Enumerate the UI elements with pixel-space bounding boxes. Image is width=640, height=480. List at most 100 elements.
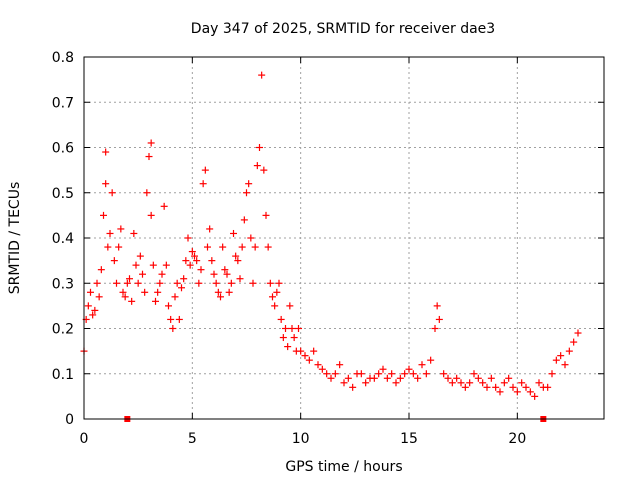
data-point [240,216,248,224]
data-point [284,343,292,351]
data-point [139,270,146,278]
data-point [160,202,168,210]
data-points [80,71,582,400]
data-point [225,288,233,296]
data-point [134,279,142,287]
data-point [264,243,272,251]
data-point [370,374,378,382]
data-point [266,279,274,287]
data-point [310,347,318,355]
data-point [169,325,177,332]
data-point [221,266,229,274]
data-point [405,365,413,373]
y-tick-label: 0.2 [52,322,74,338]
data-point [145,153,153,161]
data-point [290,334,298,342]
data-point [305,356,313,364]
data-point [357,370,365,378]
data-point [526,388,534,396]
data-point [102,148,110,156]
data-point [87,288,94,296]
y-tick-label: 0.3 [52,276,74,292]
data-point [186,261,194,269]
data-point [97,266,105,274]
data-point [130,229,138,237]
data-point [323,370,331,378]
data-point [318,365,326,373]
data-point [141,288,149,296]
data-point [275,279,283,287]
data-point [236,275,244,283]
data-point [182,257,190,265]
data-point [383,374,391,382]
data-point [483,383,491,391]
data-point [167,315,175,323]
data-point [552,356,560,364]
data-point [230,229,237,237]
data-point [238,243,246,251]
data-point [115,243,123,251]
data-point [232,252,240,260]
data-point [199,180,207,188]
data-point [197,266,205,274]
data-point [375,370,383,378]
data-point [574,329,582,337]
data-point [89,311,97,319]
data-point [295,325,302,332]
y-tick-label: 0.6 [52,141,74,157]
data-point [143,189,151,197]
data-point [180,275,188,283]
y-tick-label: 0.1 [52,367,74,383]
data-point [106,229,114,237]
data-point [505,374,513,382]
x-tick-label: 15 [400,431,418,447]
data-point [431,325,439,332]
data-point [95,293,103,301]
data-point [128,297,136,305]
data-point [336,361,344,369]
data-point [561,361,569,369]
data-point [217,293,224,301]
data-point [110,257,118,265]
x-tick-label: 10 [292,431,310,447]
data-point [487,374,495,382]
data-point [457,379,465,387]
data-point [548,370,556,378]
data-point [453,374,461,382]
data-point [565,347,573,355]
data-point [279,334,287,342]
y-tick-label: 0.5 [52,186,74,202]
data-point [243,189,250,197]
data-point [206,225,214,233]
data-point [201,166,209,174]
data-point [158,270,166,278]
data-point [349,383,357,391]
data-point [149,261,157,269]
data-point [152,297,159,305]
data-point [479,379,487,387]
data-point [253,162,261,170]
data-point [227,279,235,287]
x-tick-label: 20 [508,431,526,447]
data-point [422,370,430,378]
data-point [210,270,218,278]
data-point [269,293,276,301]
x-tick-label: 0 [80,431,89,447]
axis-ticks: 0 0.1 0.2 0.3 0.4 0.5 0.6 0.7 0.8 0 5 10 15 20 [52,50,604,447]
data-point [93,279,101,287]
data-point [286,302,294,310]
data-point [204,243,211,251]
data-point [108,189,116,197]
data-point [100,211,107,219]
data-point [570,338,578,346]
data-point [193,257,201,265]
y-tick-label: 0.8 [52,50,74,66]
data-point [440,370,448,378]
data-point [262,211,270,219]
data-point [104,243,112,251]
data-point [401,370,409,378]
data-point [212,279,220,287]
data-point [273,288,281,296]
data-point [154,288,162,296]
